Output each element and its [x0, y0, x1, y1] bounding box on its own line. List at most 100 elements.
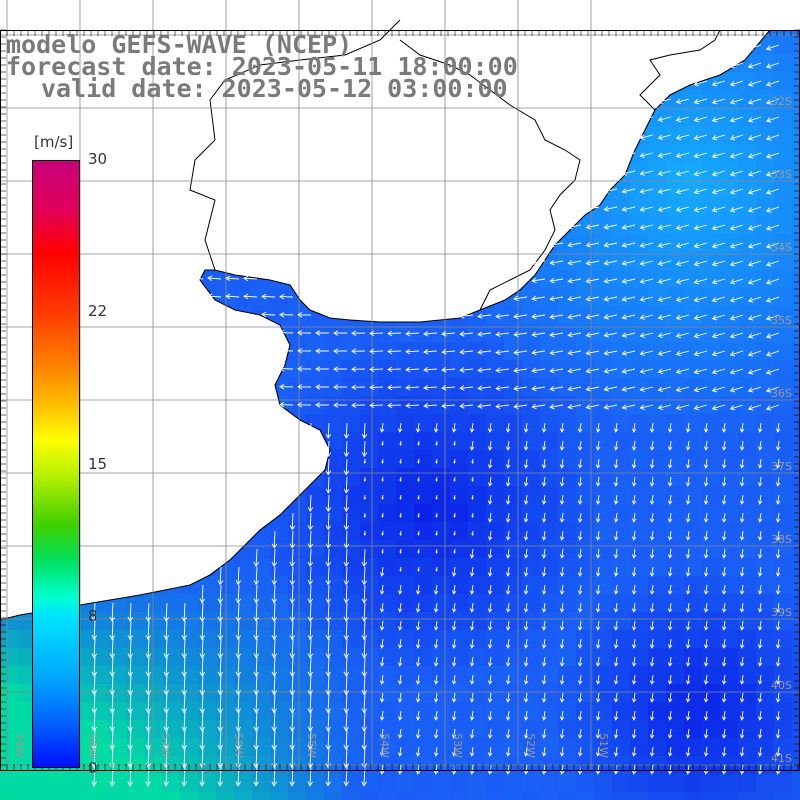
wind-cell	[558, 252, 576, 270]
wind-cell	[630, 396, 648, 414]
wind-cell	[270, 306, 288, 324]
wind-cell	[684, 306, 702, 324]
wind-cell	[252, 576, 270, 594]
wind-cell	[576, 288, 594, 306]
wind-arrow	[685, 422, 691, 433]
wind-arrow	[417, 566, 420, 572]
wind-arrow	[315, 330, 330, 336]
colorbar-unit: [m/s]	[34, 133, 74, 151]
wind-arrow	[775, 710, 781, 721]
wind-cell	[360, 324, 378, 342]
longitude-label: 56W	[232, 733, 245, 758]
wind-arrow	[685, 620, 691, 631]
wind-arrow	[775, 440, 781, 451]
wind-cell	[486, 306, 504, 324]
wind-arrow	[729, 188, 744, 195]
wind-arrow	[757, 584, 763, 595]
wind-arrow	[721, 512, 727, 523]
wind-cell	[702, 378, 720, 396]
wind-arrow	[523, 566, 529, 577]
wind-cell	[576, 342, 594, 360]
wind-arrow	[757, 710, 763, 721]
wind-arrow	[631, 692, 637, 703]
wind-cell	[594, 306, 612, 324]
wind-arrow	[703, 422, 709, 433]
wind-arrow	[315, 348, 330, 354]
wind-cell	[612, 360, 630, 378]
wind-arrow	[379, 620, 385, 631]
wind-arrow	[621, 350, 636, 356]
wind-arrow	[721, 458, 727, 469]
coastline	[0, 19, 771, 621]
wind-arrow	[729, 350, 744, 357]
wind-arrow	[649, 764, 655, 775]
colorbar-tick-15: 15	[88, 455, 108, 473]
wind-arrow	[603, 188, 618, 194]
wind-arrow	[765, 332, 780, 339]
wind-cell	[594, 396, 612, 414]
wind-cell	[630, 360, 648, 378]
wind-arrow	[559, 728, 565, 739]
wind-arrow	[325, 440, 332, 458]
wind-arrow	[381, 476, 384, 482]
wind-arrow	[765, 206, 780, 213]
wind-arrow	[369, 366, 384, 373]
wind-cell	[594, 270, 612, 288]
wind-cell	[162, 666, 180, 684]
wind-arrow	[307, 494, 314, 513]
wind-cell	[666, 162, 684, 180]
wind-cell	[702, 252, 720, 270]
wind-arrow	[181, 602, 188, 622]
wind-arrow	[399, 530, 402, 536]
wind-arrow	[397, 620, 403, 631]
wind-arrow	[361, 674, 367, 696]
wind-arrow	[693, 278, 708, 285]
wind-cell	[342, 342, 360, 360]
wind-arrow	[451, 746, 457, 757]
wind-cell	[252, 612, 270, 630]
wind-cell	[576, 216, 594, 234]
wind-arrow	[577, 710, 583, 721]
wind-cell	[468, 504, 486, 522]
wind-arrow	[541, 728, 547, 739]
wind-arrow	[235, 764, 241, 787]
wind-cell	[396, 450, 414, 468]
wind-cell	[36, 774, 54, 792]
wind-cell	[738, 72, 756, 90]
wind-cell	[774, 360, 792, 378]
wind-arrow	[631, 512, 637, 523]
wind-arrow	[703, 602, 709, 613]
wind-cell	[738, 108, 756, 126]
wind-arrow	[703, 530, 709, 541]
wind-arrow	[585, 314, 600, 320]
wind-cell	[396, 558, 414, 576]
wind-arrow	[523, 458, 529, 469]
wind-arrow	[523, 728, 529, 739]
wind-arrow	[649, 602, 655, 613]
wind-arrow	[163, 710, 169, 732]
wind-arrow	[711, 80, 726, 87]
wind-cell	[162, 612, 180, 630]
wind-cell	[612, 324, 630, 342]
wind-arrow	[279, 293, 294, 300]
wind-cell	[702, 216, 720, 234]
wind-arrow	[541, 620, 547, 631]
wind-arrow	[505, 674, 511, 685]
wind-cell	[306, 360, 324, 378]
wind-arrow	[739, 764, 745, 775]
wind-arrow	[271, 674, 277, 696]
wind-arrow	[343, 584, 350, 604]
wind-arrow	[577, 548, 583, 559]
wind-cell	[288, 342, 306, 360]
wind-cell	[324, 666, 342, 684]
wind-cell	[18, 648, 36, 666]
wind-arrow	[621, 242, 636, 248]
wind-arrow	[199, 710, 205, 732]
wind-arrow	[469, 440, 475, 451]
wind-arrow	[379, 584, 385, 595]
wind-cell	[216, 630, 234, 648]
wind-arrow	[505, 602, 511, 613]
wind-arrow	[307, 602, 314, 622]
wind-arrow	[729, 224, 744, 231]
wind-arrow	[351, 384, 366, 390]
